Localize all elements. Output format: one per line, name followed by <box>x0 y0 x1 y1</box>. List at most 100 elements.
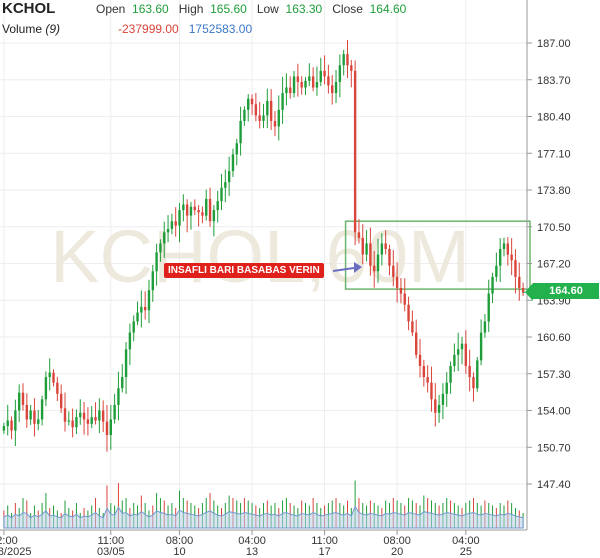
annotation-arrow-head <box>354 262 362 273</box>
candle-body <box>323 70 326 77</box>
candle-body <box>151 271 154 291</box>
candle-body <box>506 243 510 255</box>
candle-body <box>231 154 235 172</box>
candle-body <box>140 306 143 313</box>
x-tick-sublabel: 13 <box>246 546 258 558</box>
candle-body <box>357 232 361 238</box>
candle-body <box>109 419 112 435</box>
volume-label: Volume <box>2 22 43 36</box>
candle-body <box>292 76 296 94</box>
candle-body <box>411 321 414 333</box>
candle-body <box>277 109 280 127</box>
candle-body <box>98 410 101 421</box>
candle-body <box>124 349 128 378</box>
candle-body <box>441 393 445 405</box>
annotation-arrow <box>332 267 355 272</box>
candle-body <box>155 252 158 272</box>
x-tick-label: 04:00 <box>238 535 266 547</box>
symbol-title: KCHOL <box>2 0 56 17</box>
volume-readout: -237999.00 1752583.00 <box>118 22 252 36</box>
candle-body <box>304 80 307 88</box>
candle-body <box>338 65 342 82</box>
x-tick-sublabel: 20 <box>391 546 403 558</box>
x-tick-label: 02:00 <box>0 535 18 547</box>
x-tick-sublabel: 17 <box>318 546 330 558</box>
candle-body <box>369 243 372 266</box>
y-tick-label: 183.70 <box>537 75 571 87</box>
candle-body <box>174 221 177 226</box>
price-axis: 187.00 183.70 180.40 177.10 173.80 170.50 167.… <box>527 38 571 491</box>
candle-body <box>266 100 269 116</box>
x-tick-sublabel: 03/05 <box>97 546 125 558</box>
y-tick-label: 147.40 <box>537 479 571 491</box>
x-tick-label: 11:00 <box>311 535 338 547</box>
candle-body <box>63 408 67 422</box>
close-label: Close <box>332 2 363 16</box>
candle-body <box>33 410 36 424</box>
candlesticks <box>2 39 525 452</box>
candle-body <box>201 212 204 216</box>
volume-legend: Volume (9) <box>2 22 60 36</box>
candle-body <box>128 332 132 350</box>
candle-body <box>86 419 90 424</box>
candle-body <box>289 87 292 94</box>
candle-body <box>113 404 116 420</box>
candle-body <box>319 70 322 82</box>
candle-body <box>468 365 471 378</box>
candle-body <box>17 392 21 411</box>
candle-body <box>117 388 120 405</box>
candle-body <box>495 265 498 277</box>
y-tick-label: 154.00 <box>537 406 571 418</box>
candle-body <box>376 254 380 272</box>
candle-body <box>430 382 433 400</box>
candle-body <box>384 243 387 250</box>
candle-body <box>373 265 376 272</box>
candle-body <box>44 377 48 400</box>
candle-body <box>483 321 487 333</box>
open-value: 163.60 <box>132 2 169 16</box>
x-tick-label: 08:00 <box>166 535 194 547</box>
x-tick-sublabel: 25 <box>460 546 472 558</box>
y-tick-label: 177.10 <box>537 148 571 160</box>
last-price-tag: 164.60 <box>525 283 599 302</box>
candle-body <box>94 417 97 421</box>
candle-body <box>342 54 345 66</box>
candle-body <box>75 417 78 428</box>
candle-body <box>185 204 189 216</box>
candle-body <box>67 420 71 422</box>
candle-body <box>197 210 200 213</box>
candle-body <box>472 377 475 389</box>
candle-body <box>487 293 490 322</box>
candle-body <box>254 104 258 116</box>
candle-body <box>101 410 105 422</box>
candle-body <box>250 98 254 105</box>
candle-body <box>170 221 174 229</box>
high-value: 165.60 <box>210 2 247 16</box>
candle-body <box>418 354 422 366</box>
candle-body <box>52 372 55 383</box>
candle-body <box>510 254 513 261</box>
candle-body <box>136 312 139 322</box>
candle-body <box>159 243 162 253</box>
candle-body <box>308 76 311 81</box>
candle-body <box>346 54 349 66</box>
candle-body <box>392 265 395 277</box>
candle-body <box>262 115 265 121</box>
candle-body <box>79 412 82 418</box>
range-box <box>344 220 531 290</box>
candle-body <box>502 243 506 250</box>
candle-body <box>388 249 391 266</box>
candle-body <box>56 382 59 394</box>
candle-body <box>216 201 219 211</box>
candle-body <box>227 171 231 183</box>
candle-body <box>143 306 147 311</box>
x-tick-sublabel: 02/28/2025 <box>0 546 31 558</box>
candle-body <box>212 210 216 222</box>
y-tick-label: 180.40 <box>537 112 571 124</box>
y-tick-label: 157.30 <box>537 369 571 381</box>
candle-body <box>380 243 384 255</box>
candle-body <box>258 115 261 121</box>
candle-body <box>40 399 44 420</box>
candle-body <box>235 143 238 155</box>
